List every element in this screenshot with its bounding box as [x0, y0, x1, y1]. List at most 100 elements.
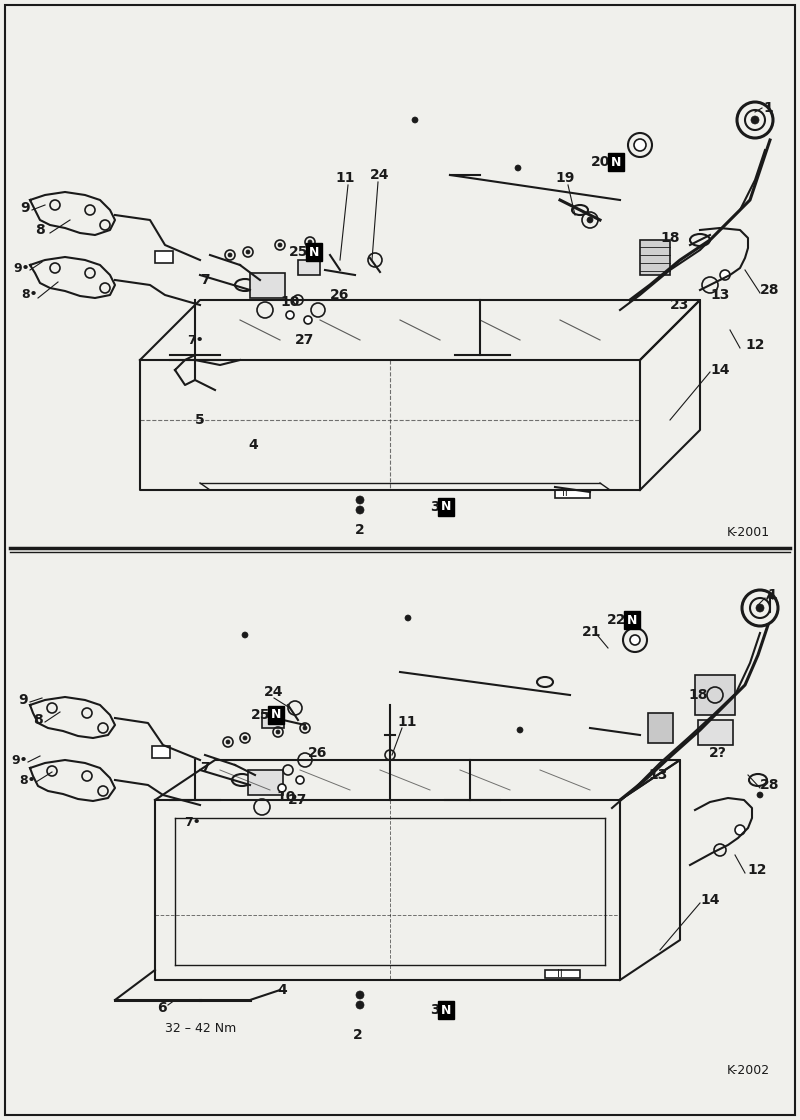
Circle shape: [303, 726, 307, 730]
Bar: [555, 491, 590, 498]
Text: 4: 4: [277, 983, 287, 997]
Text: 14: 14: [710, 363, 730, 377]
Circle shape: [356, 1001, 364, 1009]
Text: 6: 6: [157, 1001, 167, 1015]
Text: 32 – 42 Nm: 32 – 42 Nm: [165, 1021, 236, 1035]
Text: 2: 2: [353, 1028, 363, 1042]
Circle shape: [242, 632, 248, 638]
Bar: [155, 251, 173, 263]
Text: K-2001: K-2001: [727, 525, 770, 539]
Bar: [695, 675, 735, 715]
Text: 7: 7: [200, 760, 210, 775]
Text: 20: 20: [590, 155, 610, 169]
Circle shape: [356, 496, 364, 504]
Text: 12: 12: [746, 338, 765, 352]
Text: N: N: [309, 245, 319, 259]
Circle shape: [243, 736, 247, 740]
Circle shape: [630, 635, 640, 645]
Text: 27: 27: [295, 333, 314, 347]
Circle shape: [756, 604, 764, 612]
Circle shape: [246, 250, 250, 254]
Text: 11: 11: [335, 171, 354, 185]
Text: 9: 9: [20, 200, 30, 215]
Text: II: II: [562, 488, 568, 498]
Circle shape: [276, 730, 280, 734]
Text: 7•: 7•: [184, 815, 200, 829]
Text: 26: 26: [330, 288, 350, 302]
Text: K-2002: K-2002: [727, 1064, 770, 1076]
Circle shape: [308, 240, 312, 244]
Circle shape: [356, 991, 364, 999]
Bar: [250, 273, 285, 298]
Text: 22: 22: [606, 613, 626, 627]
Text: 24: 24: [370, 168, 390, 181]
Text: 10: 10: [276, 790, 296, 804]
Text: 2: 2: [355, 523, 365, 536]
Text: 13: 13: [648, 768, 668, 782]
Circle shape: [278, 784, 286, 792]
Circle shape: [228, 253, 232, 256]
Text: 2?: 2?: [709, 746, 727, 760]
Text: 10: 10: [280, 295, 300, 309]
Text: 9: 9: [18, 693, 28, 707]
Text: 27: 27: [288, 793, 308, 808]
Circle shape: [735, 825, 745, 836]
Text: 26: 26: [308, 746, 328, 760]
Text: 7: 7: [200, 273, 210, 287]
Text: 8•: 8•: [22, 289, 38, 301]
Circle shape: [517, 727, 523, 732]
Bar: [648, 713, 673, 743]
Text: 25: 25: [250, 708, 270, 722]
Text: 12: 12: [747, 864, 766, 877]
Bar: [698, 720, 733, 745]
Text: 25: 25: [289, 245, 308, 259]
Text: 21: 21: [582, 625, 602, 640]
Text: 11: 11: [398, 715, 417, 729]
Bar: [545, 970, 580, 978]
Circle shape: [286, 311, 294, 319]
Text: 23: 23: [670, 298, 690, 312]
Circle shape: [304, 316, 312, 324]
Text: 9•: 9•: [14, 261, 30, 274]
Text: N: N: [271, 709, 281, 721]
Text: 8: 8: [33, 713, 43, 727]
Text: 13: 13: [710, 288, 730, 302]
Text: 1: 1: [767, 588, 777, 603]
Text: 3: 3: [430, 1004, 440, 1017]
Text: 7•: 7•: [186, 334, 203, 346]
Text: 3: 3: [430, 500, 440, 514]
Bar: [262, 713, 284, 728]
Text: 18: 18: [688, 688, 708, 702]
Bar: [248, 771, 283, 795]
Text: 4: 4: [248, 438, 258, 452]
Circle shape: [751, 116, 759, 124]
Circle shape: [757, 792, 763, 797]
Bar: [640, 240, 670, 276]
Bar: [298, 260, 320, 276]
Text: 14: 14: [700, 893, 720, 907]
Circle shape: [356, 506, 364, 514]
Circle shape: [278, 243, 282, 248]
Circle shape: [226, 740, 230, 744]
Text: N: N: [441, 1004, 451, 1017]
Circle shape: [634, 139, 646, 151]
Text: 8•: 8•: [20, 774, 36, 786]
Text: 28: 28: [760, 283, 780, 297]
Circle shape: [720, 270, 730, 280]
Text: 28: 28: [760, 778, 780, 792]
Circle shape: [515, 165, 521, 171]
Circle shape: [296, 776, 304, 784]
Text: 24: 24: [264, 685, 284, 699]
Text: 18: 18: [660, 231, 680, 245]
Circle shape: [587, 217, 593, 223]
Text: 1: 1: [763, 101, 773, 115]
Circle shape: [412, 116, 418, 123]
Text: 9•: 9•: [12, 754, 28, 766]
Bar: [152, 746, 170, 758]
Text: II: II: [557, 969, 563, 979]
Text: 5: 5: [195, 413, 205, 427]
Text: 19: 19: [555, 171, 574, 185]
Text: N: N: [611, 156, 621, 168]
Text: N: N: [627, 614, 637, 626]
Text: 8: 8: [35, 223, 45, 237]
